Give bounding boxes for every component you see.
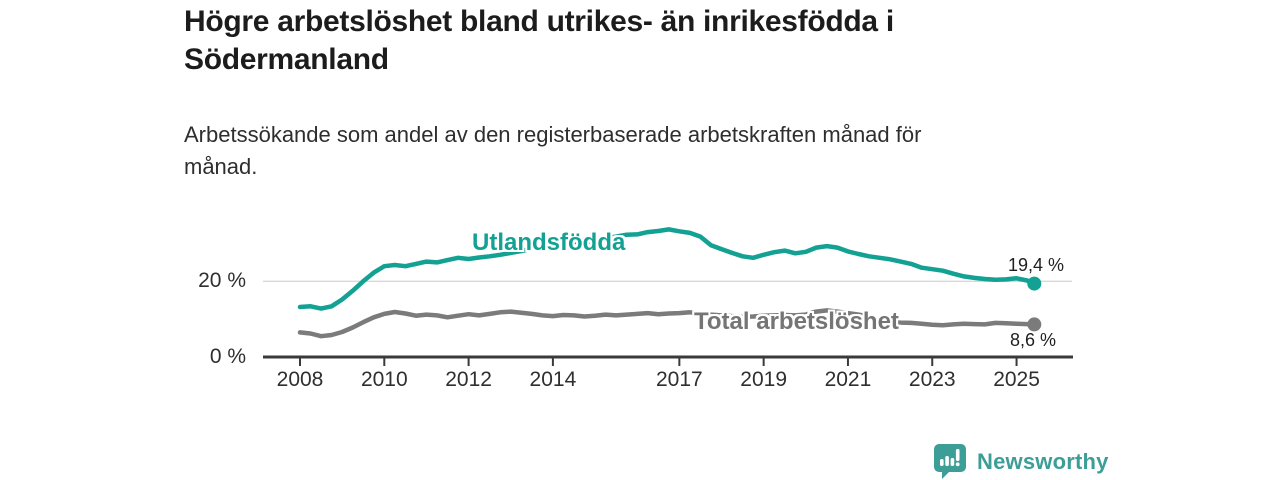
x-tick-label: 2019 — [740, 368, 787, 391]
x-tick-label: 2021 — [824, 368, 872, 391]
end-value-total: 8,6 % — [1010, 330, 1057, 350]
x-tick-label: 2010 — [360, 368, 408, 391]
total-arbetsloshet-line — [297, 308, 1037, 339]
subtitle-line-1: Arbetssökande som andel av den registerb… — [184, 122, 922, 147]
subtitle-line-2: månad. — [184, 154, 258, 179]
y-axis-label-20: 20 % — [198, 269, 246, 292]
y-axis-label-0: 0 % — [209, 345, 246, 368]
newsworthy-logo-icon — [934, 444, 966, 479]
utlandsfodda-line — [297, 227, 1037, 311]
x-tick-label: 2025 — [993, 368, 1040, 391]
x-tick-label: 2023 — [908, 368, 956, 391]
brand-footer: Newsworthy — [934, 444, 1109, 479]
x-tick-label: 2012 — [445, 368, 492, 391]
series-label-total-arbetsloshet: Total arbetslöshet — [694, 308, 899, 335]
total-endpoint-dot — [1027, 317, 1042, 332]
end-value-utlandsfodda: 19,4 % — [1008, 255, 1065, 275]
series-label-utlandsfodda: Utlandsfödda — [472, 229, 626, 256]
title-line-2: Södermanland — [184, 43, 389, 76]
x-tick-label: 2014 — [529, 368, 577, 391]
page-title: Högre arbetslöshet bland utrikes- än inr… — [184, 3, 1044, 79]
x-tick-label: 2008 — [276, 368, 324, 391]
utlandsfodda-endpoint-dot — [1027, 276, 1042, 291]
x-tick-label: 2017 — [655, 368, 703, 391]
brand-name: Newsworthy — [977, 448, 1109, 474]
title-line-1: Högre arbetslöshet bland utrikes- än inr… — [184, 5, 894, 38]
chart-subtitle: Arbetssökande som andel av den registerb… — [184, 119, 1064, 183]
